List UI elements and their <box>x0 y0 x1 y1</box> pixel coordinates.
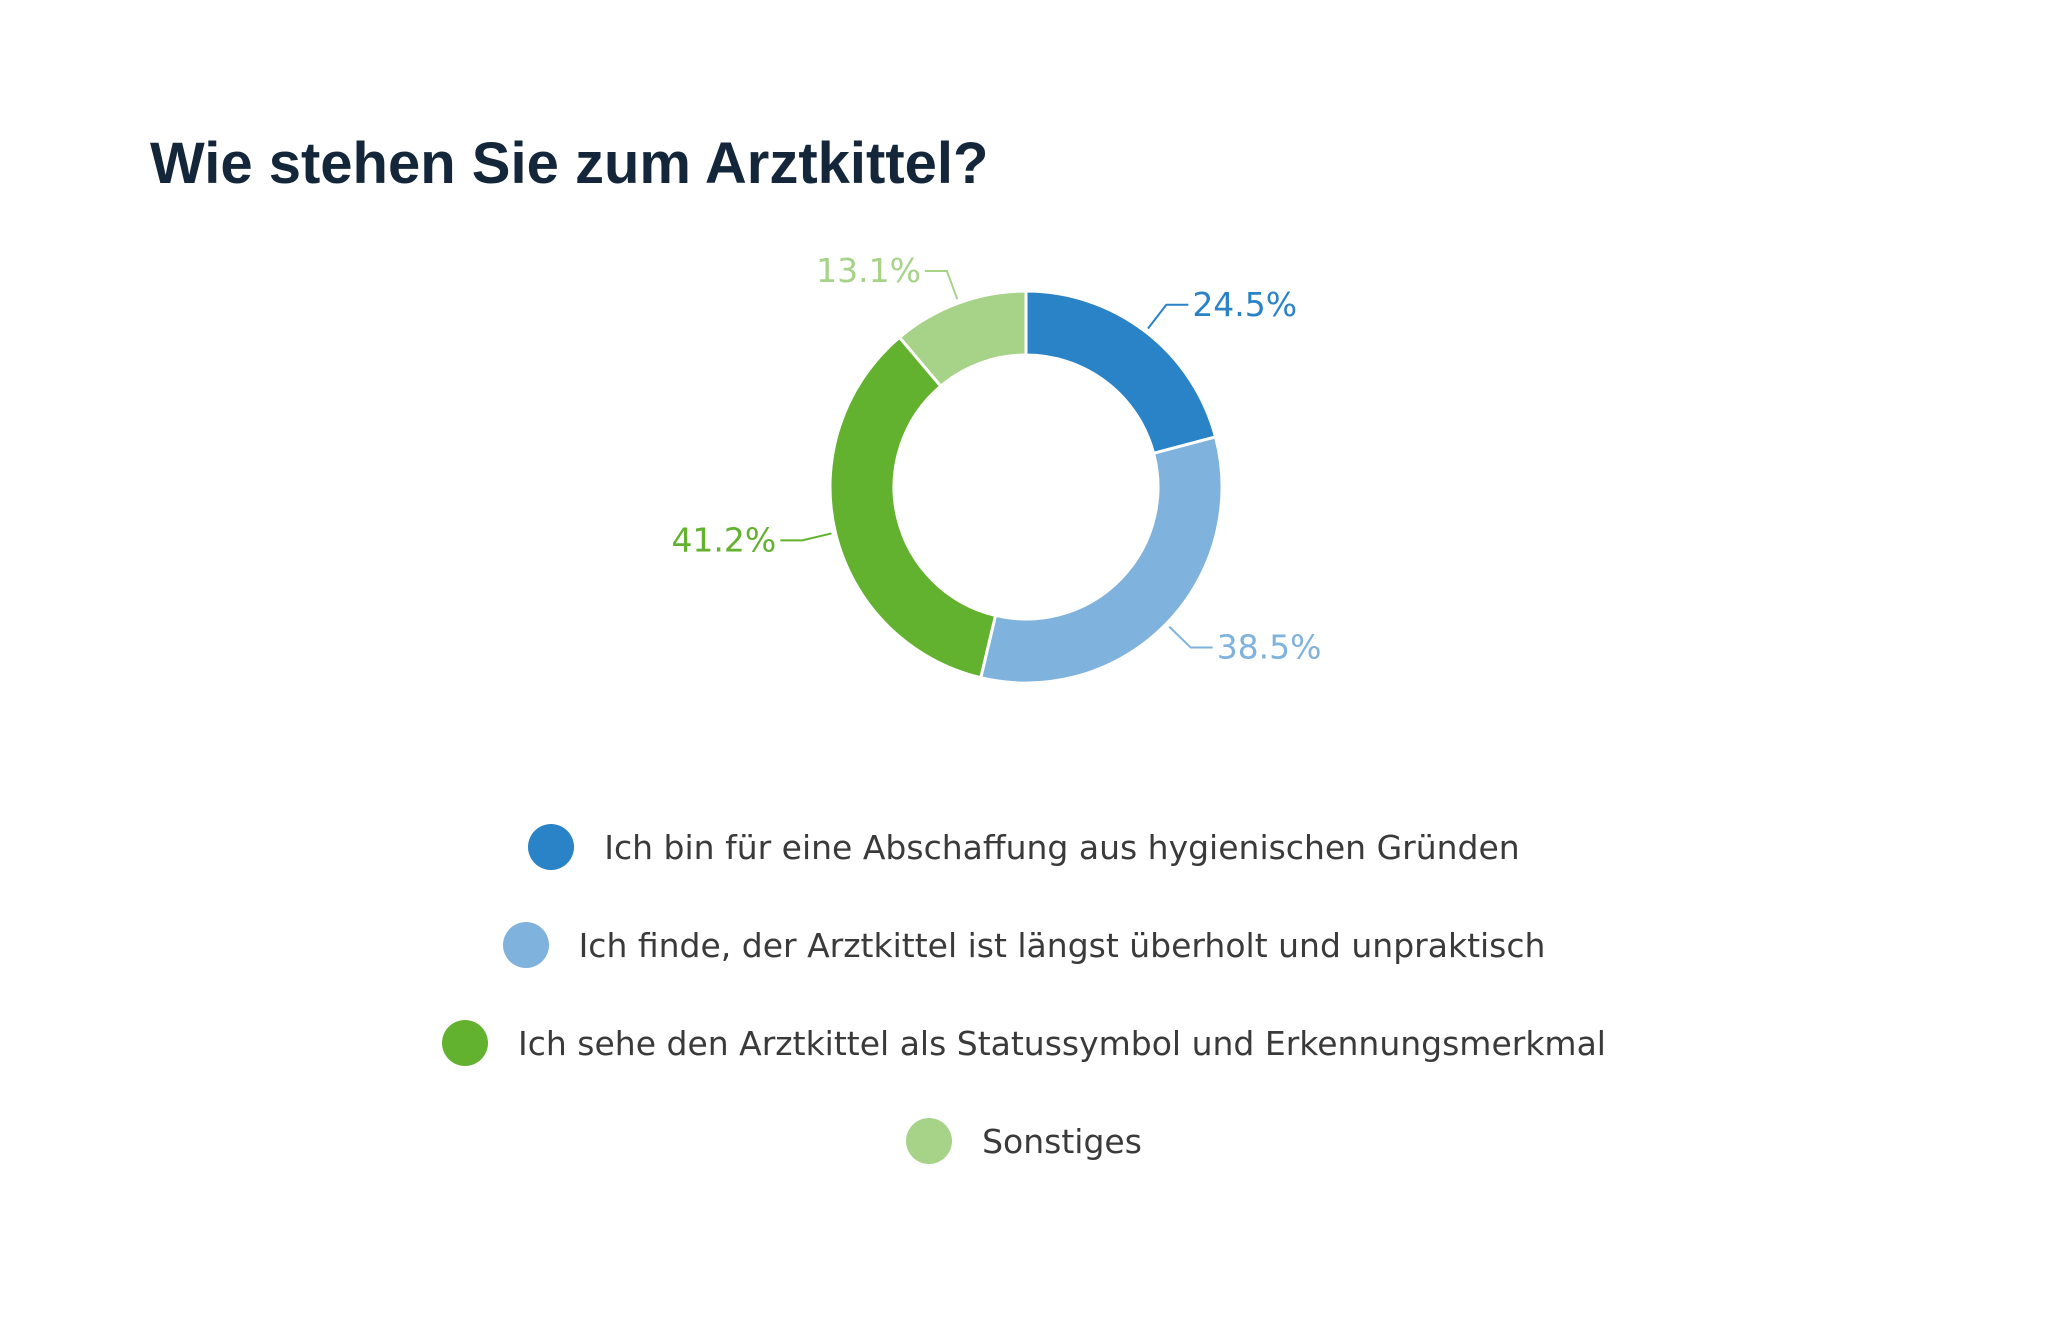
data-label-ich-sehe-den-arztkittel: 41.2% <box>671 520 776 559</box>
data-label-ich-bin-fuer-eine: 24.5% <box>1192 285 1297 324</box>
donut-slice-ich-finde-der-arztkittel[interactable] <box>978 435 1224 685</box>
data-label-sonstiges: 13.1% <box>816 251 921 290</box>
leader-line-ich-bin-fuer-eine <box>1147 303 1189 330</box>
data-label-ich-finde-der-arztkittel: 38.5% <box>1217 628 1322 667</box>
legend-swatch-icon <box>502 922 549 968</box>
chart-title: Wie stehen Sie zum Arztkittel? <box>150 131 989 196</box>
legend-item-ich-finde-der-arztkittel[interactable]: Ich finde, der Arztkittel ist längst übe… <box>0 896 2048 994</box>
legend-swatch-icon <box>528 824 575 870</box>
leader-line-sonstiges <box>924 270 959 300</box>
donut-chart: 24.5% 38.5% 41.2% 13.1% <box>671 251 1322 685</box>
leader-line-ich-finde-der-arztkittel <box>1168 625 1213 649</box>
data-labels: 24.5% 38.5% 41.2% 13.1% <box>671 251 1321 667</box>
legend-swatch-icon <box>442 1020 489 1066</box>
donut-slice-sonstiges[interactable] <box>897 289 1028 389</box>
legend-label: Ich finde, der Arztkittel ist längst übe… <box>578 925 1546 965</box>
legend-swatch-icon <box>906 1118 953 1164</box>
data-label-leaders <box>780 270 1213 649</box>
legend-item-sonstiges[interactable]: Sonstiges <box>0 1092 2048 1190</box>
legend: Ich bin für eine Abschaffung aus hygieni… <box>0 798 2048 1190</box>
donut-slices <box>828 289 1224 685</box>
donut-slice-ich-sehe-den-arztkittel[interactable] <box>828 335 998 680</box>
leader-line-ich-sehe-den-arztkittel <box>780 532 832 542</box>
legend-label: Ich bin für eine Abschaffung aus hygieni… <box>604 827 1520 867</box>
legend-label: Sonstiges <box>982 1121 1142 1161</box>
donut-slice-ich-bin-fuer-eine[interactable] <box>1024 289 1218 456</box>
legend-item-ich-sehe-den-arztkittel[interactable]: Ich sehe den Arztkittel als Statussymbol… <box>0 994 2048 1092</box>
legend-item-ich-bin-fuer-eine[interactable]: Ich bin für eine Abschaffung aus hygieni… <box>0 798 2048 896</box>
legend-label: Ich sehe den Arztkittel als Statussymbol… <box>518 1023 1606 1063</box>
